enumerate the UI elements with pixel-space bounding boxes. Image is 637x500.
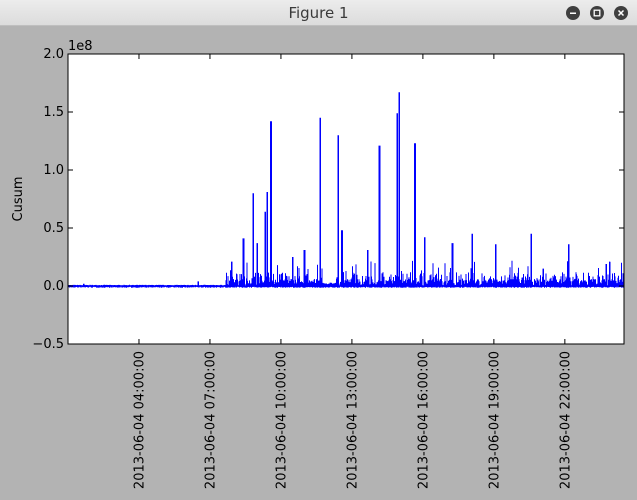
axis-ticks: −0.5 0.0 0.5 1.0 1.5 2.0 2013-06-04 04:00:00 20… — [32, 47, 624, 489]
maximize-button[interactable] — [590, 6, 604, 20]
y-tick-label: 1.5 — [43, 105, 64, 120]
maximize-icon — [593, 9, 601, 17]
plot-area — [67, 92, 625, 288]
minimize-button[interactable] — [566, 6, 580, 20]
y-tick-label: 2.0 — [43, 47, 64, 62]
window-titlebar[interactable]: Figure 1 — [0, 0, 637, 26]
close-button[interactable] — [614, 6, 628, 20]
x-tick-label: 2013-06-04 10:00:00 — [274, 351, 289, 489]
axes-frame — [67, 53, 625, 345]
window-title: Figure 1 — [288, 4, 349, 22]
x-tick-label: 2013-06-04 19:00:00 — [487, 351, 502, 489]
y-tick-label: −0.5 — [32, 337, 64, 352]
figure-canvas: −0.5 0.0 0.5 1.0 1.5 2.0 2013-06-04 04:00:00 20… — [11, 39, 625, 489]
y-tick-label: 0.0 — [43, 279, 64, 294]
x-tick-label: 2013-06-04 07:00:00 — [203, 351, 218, 489]
y-tick-label: 1.0 — [43, 163, 64, 178]
y-axis-label: Cusum — [11, 177, 26, 222]
axes-background — [68, 54, 624, 344]
y-axis-offset-text: 1e8 — [68, 39, 93, 54]
x-tick-label: 2013-06-04 16:00:00 — [416, 351, 431, 489]
x-tick-label: 2013-06-04 04:00:00 — [132, 351, 147, 489]
x-tick-label: 2013-06-04 22:00:00 — [558, 351, 573, 489]
x-tick-label: 2013-06-04 13:00:00 — [345, 351, 360, 489]
y-tick-label: 0.5 — [43, 221, 64, 236]
minimize-icon — [570, 12, 576, 14]
close-icon — [617, 9, 625, 17]
